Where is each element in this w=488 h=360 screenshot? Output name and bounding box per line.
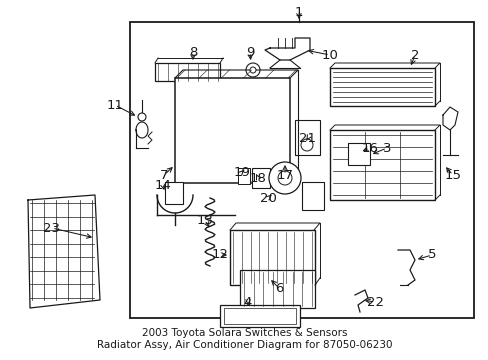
Text: 2003 Toyota Solara Switches & Sensors: 2003 Toyota Solara Switches & Sensors: [142, 328, 346, 338]
Text: 16: 16: [361, 141, 378, 154]
Text: 6: 6: [274, 282, 283, 294]
Text: 22: 22: [366, 296, 383, 309]
Circle shape: [268, 162, 301, 194]
Circle shape: [278, 171, 291, 185]
Bar: [347, 143, 369, 165]
Text: 4: 4: [244, 296, 252, 309]
Bar: [164, 182, 183, 204]
Circle shape: [301, 139, 312, 151]
Text: 23: 23: [43, 221, 61, 234]
Text: 20: 20: [259, 192, 276, 204]
Text: 21: 21: [299, 131, 316, 144]
Text: 10: 10: [321, 49, 338, 62]
Circle shape: [245, 63, 260, 77]
Bar: [224, 308, 295, 324]
Text: 7: 7: [160, 168, 168, 181]
Circle shape: [249, 67, 256, 73]
Text: 17: 17: [276, 168, 293, 181]
Bar: [329, 130, 434, 200]
Bar: [155, 63, 220, 81]
Bar: [238, 168, 249, 184]
Bar: [294, 120, 319, 155]
Bar: [302, 182, 324, 210]
Text: 1: 1: [294, 5, 303, 18]
Circle shape: [138, 113, 146, 121]
Text: 18: 18: [249, 171, 266, 185]
Bar: [229, 230, 314, 285]
Bar: [175, 78, 289, 183]
Bar: [220, 305, 299, 327]
Text: Radiator Assy, Air Conditioner Diagram for 87050-06230: Radiator Assy, Air Conditioner Diagram f…: [97, 340, 391, 350]
Bar: [251, 168, 269, 188]
Text: 8: 8: [188, 45, 197, 59]
Text: 2: 2: [410, 49, 418, 62]
Text: 12: 12: [211, 248, 228, 261]
Text: 13: 13: [196, 213, 213, 226]
Text: 19: 19: [233, 166, 250, 179]
Polygon shape: [28, 195, 100, 308]
Text: 3: 3: [382, 141, 390, 154]
Bar: [240, 270, 314, 308]
Text: 9: 9: [245, 45, 254, 59]
Text: 11: 11: [106, 99, 123, 112]
Bar: [130, 22, 473, 318]
Bar: [329, 68, 434, 106]
Text: 15: 15: [444, 168, 461, 181]
Text: 14: 14: [154, 179, 171, 192]
Text: 5: 5: [427, 248, 435, 261]
